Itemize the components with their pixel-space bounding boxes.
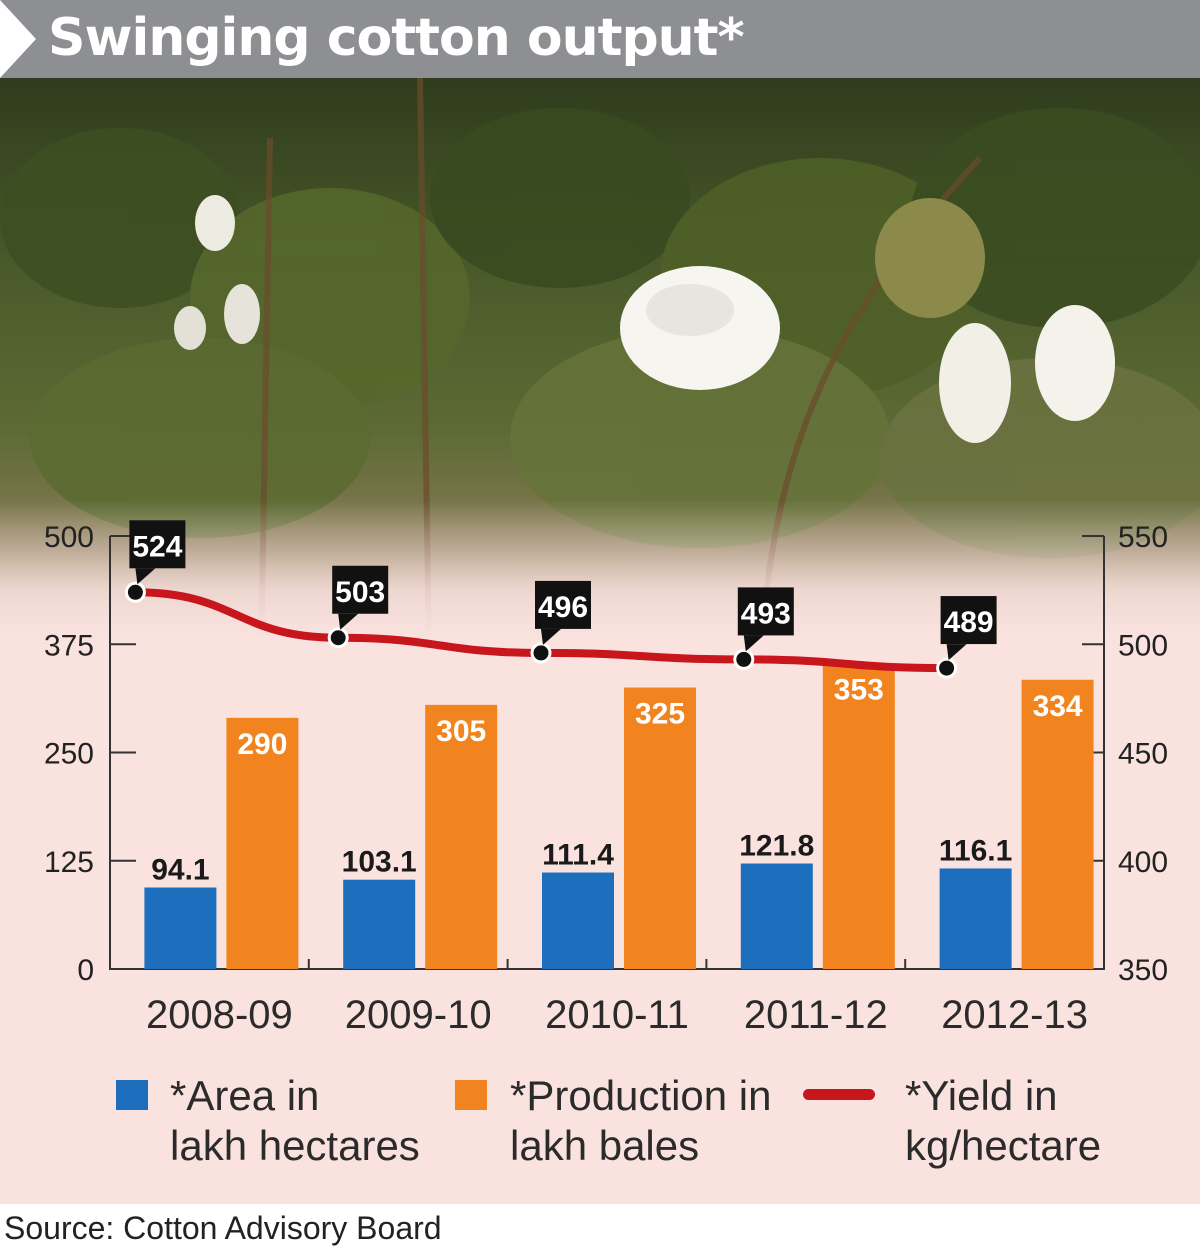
- area-bar-label: 103.1: [342, 846, 417, 879]
- right-axis-tick-label: 400: [1118, 846, 1168, 879]
- area-bar-label: 111.4: [542, 839, 614, 872]
- yield-point-label: 493: [741, 597, 791, 630]
- yield-callout-pointer: [135, 568, 156, 585]
- production-bar-label: 353: [834, 673, 884, 706]
- production-bar: [624, 687, 696, 969]
- yield-point: [124, 581, 146, 603]
- source-credit: Source: Cotton Advisory Board: [4, 1210, 442, 1246]
- yield-line-group: [124, 520, 997, 679]
- production-bar-label: 325: [635, 698, 685, 731]
- area-bar-label: 116.1: [939, 834, 1012, 867]
- yield-callout-box: [737, 587, 794, 636]
- legend-production-swatch: [455, 1080, 487, 1110]
- production-bar: [226, 717, 299, 969]
- x-axis-category-label: 2012-13: [941, 993, 1088, 1037]
- right-axis-tick-label: 350: [1118, 954, 1168, 987]
- yield-callout-box: [940, 596, 997, 645]
- legend-yield-line2: kg/hectare: [905, 1122, 1102, 1169]
- legend-yield-swatch: [803, 1089, 875, 1100]
- title-notch: [0, 0, 36, 78]
- cotton-plant-illustration: [0, 78, 1200, 718]
- yield-point-label: 503: [335, 576, 385, 609]
- right-axis-tick-label: 550: [1118, 521, 1168, 554]
- x-axis-category-label: 2008-09: [146, 993, 293, 1037]
- left-axis-tick-label: 0: [77, 954, 94, 987]
- title-band: Swinging cotton output*: [0, 0, 1200, 78]
- yield-point-label: 489: [944, 606, 994, 639]
- legend-yield-line1: *Yield in: [905, 1072, 1058, 1119]
- legend-area-swatch: [116, 1080, 148, 1110]
- x-axis-category-label: 2009-10: [345, 993, 492, 1037]
- area-bar: [144, 887, 217, 969]
- yield-point-label: 524: [132, 530, 182, 563]
- legend-area-line1: *Area in: [170, 1072, 320, 1119]
- chart-title: Swinging cotton output*: [48, 8, 745, 68]
- left-axis-tick-label: 125: [44, 846, 94, 879]
- area-bar: [343, 879, 416, 969]
- area-bar: [542, 872, 614, 969]
- legend-production-line2: lakh bales: [510, 1122, 700, 1169]
- production-bar: [822, 663, 895, 969]
- legend-production-line1: *Production in: [510, 1072, 772, 1119]
- x-axis-category-label: 2010-11: [545, 993, 689, 1037]
- area-bar-label: 121.8: [739, 830, 814, 863]
- right-axis-tick-label: 500: [1118, 629, 1168, 662]
- left-axis-tick-label: 250: [44, 738, 94, 771]
- yield-callout-box: [332, 565, 389, 614]
- yield-point: [327, 627, 349, 649]
- yield-point: [733, 648, 755, 670]
- left-axis-tick-label: 500: [44, 521, 94, 554]
- right-axis-tick-label: 450: [1118, 738, 1168, 771]
- legend-area-line2: lakh hectares: [170, 1122, 420, 1169]
- chart-labels: 94.1 103.1 111.4 121.8 116.1 290 305 325 353 334 5…: [132, 530, 1083, 886]
- production-bar: [425, 704, 498, 969]
- yield-callout-pointer: [338, 613, 359, 630]
- left-axis-tick-label: 375: [44, 629, 94, 662]
- yield-callout-box: [129, 520, 186, 569]
- yield-callout-pointer: [541, 628, 561, 645]
- production-bar-label: 334: [1033, 690, 1083, 723]
- yield-callout-pointer: [743, 635, 764, 652]
- area-bar: [740, 863, 813, 969]
- chart-bars: [144, 663, 1094, 969]
- production-bar: [1021, 679, 1094, 969]
- area-bar-label: 94.1: [151, 854, 209, 887]
- source-band: Source: Cotton Advisory Board: [0, 1204, 1200, 1247]
- yield-point: [936, 657, 958, 679]
- area-bar: [939, 868, 1012, 969]
- yield-callout-box: [535, 580, 591, 629]
- yield-callout-pointer: [946, 644, 967, 661]
- cotton-chart: 0 125 250 375 500 350 400 450 500 550 2008-09 2009-…: [44, 520, 1168, 1037]
- yield-point: [530, 642, 552, 664]
- x-axis-category-label: 2011-12: [744, 993, 888, 1037]
- production-bar-label: 305: [436, 715, 486, 748]
- production-bar-label: 290: [237, 728, 287, 761]
- yield-point-label: 496: [538, 591, 588, 624]
